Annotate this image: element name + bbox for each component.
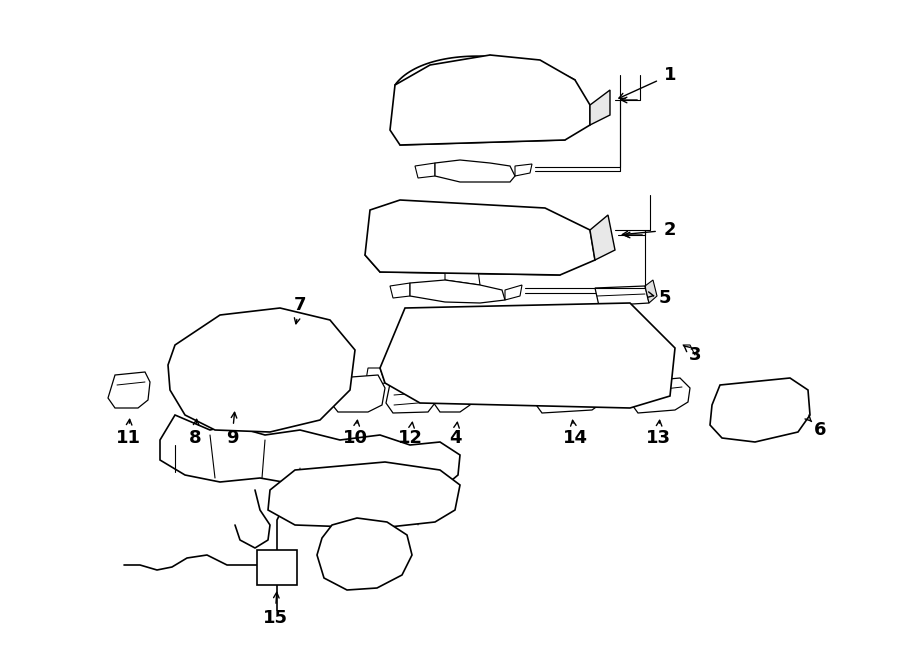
Text: 13: 13 <box>645 429 670 447</box>
Polygon shape <box>445 268 480 285</box>
Polygon shape <box>433 375 472 412</box>
Polygon shape <box>365 368 385 386</box>
Polygon shape <box>390 283 410 298</box>
Text: 1: 1 <box>664 66 676 84</box>
Polygon shape <box>386 372 437 413</box>
Text: 6: 6 <box>814 421 826 439</box>
Polygon shape <box>630 378 690 413</box>
Text: 10: 10 <box>343 429 367 447</box>
Polygon shape <box>415 163 435 178</box>
Text: 14: 14 <box>562 429 588 447</box>
Text: 7: 7 <box>293 296 306 314</box>
Text: 3: 3 <box>688 346 701 364</box>
Polygon shape <box>534 374 608 413</box>
Polygon shape <box>410 280 505 303</box>
Text: 9: 9 <box>226 429 239 447</box>
Polygon shape <box>330 375 385 412</box>
Text: 15: 15 <box>263 609 287 627</box>
Polygon shape <box>645 280 657 303</box>
Text: 8: 8 <box>189 429 202 447</box>
Polygon shape <box>160 415 460 495</box>
Text: 5: 5 <box>659 289 671 307</box>
Polygon shape <box>505 285 522 300</box>
Polygon shape <box>268 462 460 528</box>
Polygon shape <box>108 372 150 408</box>
Polygon shape <box>317 518 412 590</box>
Polygon shape <box>168 308 355 432</box>
Polygon shape <box>390 55 590 145</box>
Text: 2: 2 <box>664 221 676 239</box>
Polygon shape <box>435 160 515 182</box>
Polygon shape <box>595 286 649 306</box>
Polygon shape <box>380 303 675 408</box>
Polygon shape <box>205 325 275 358</box>
Polygon shape <box>710 378 810 442</box>
Polygon shape <box>365 200 595 275</box>
Polygon shape <box>590 215 615 260</box>
Text: 11: 11 <box>115 429 140 447</box>
Polygon shape <box>257 550 297 585</box>
Text: 4: 4 <box>449 429 461 447</box>
Text: 12: 12 <box>398 429 422 447</box>
Polygon shape <box>590 90 610 125</box>
Polygon shape <box>176 372 215 408</box>
Polygon shape <box>515 164 532 176</box>
